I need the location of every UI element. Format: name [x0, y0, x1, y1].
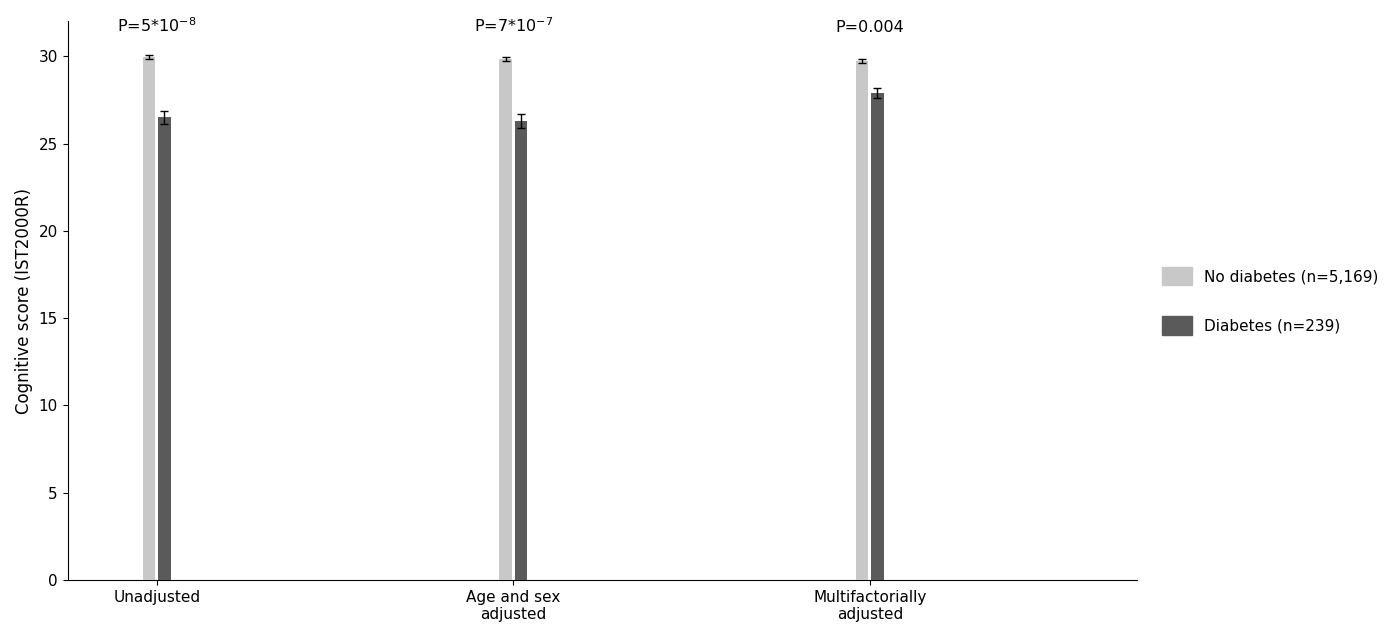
Text: P=5*10$^{-8}$: P=5*10$^{-8}$ [118, 17, 196, 36]
Bar [871, 93, 883, 580]
Bar [158, 117, 171, 580]
Bar [143, 57, 155, 580]
Text: P=7*10$^{-7}$: P=7*10$^{-7}$ [473, 17, 553, 36]
Bar [515, 121, 526, 580]
Bar [855, 61, 868, 580]
Bar [500, 59, 512, 580]
Y-axis label: Cognitive score (IST2000R): Cognitive score (IST2000R) [15, 188, 34, 413]
Legend: No diabetes (n=5,169), Diabetes (n=239): No diabetes (n=5,169), Diabetes (n=239) [1155, 261, 1385, 341]
Text: P=0.004: P=0.004 [836, 20, 904, 36]
